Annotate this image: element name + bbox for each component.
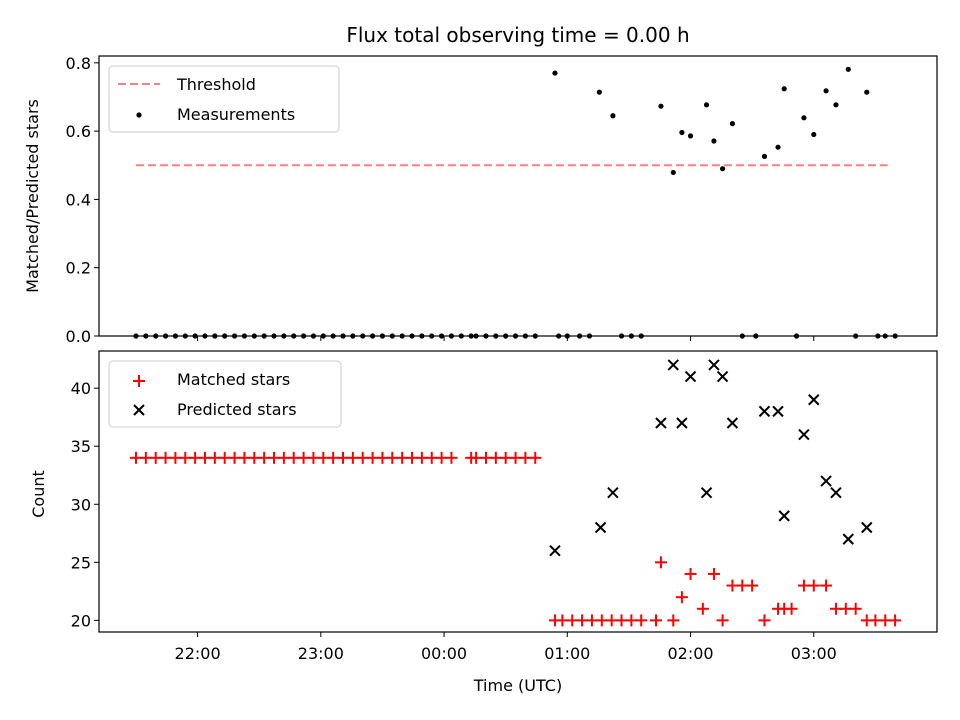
predicted-star-point	[594, 521, 607, 534]
bottom-axes-frame	[98, 350, 938, 633]
ytick-label: 0.2	[66, 259, 91, 278]
matched-star-point	[650, 614, 663, 627]
matched-star-point	[849, 602, 862, 615]
matched-star-point	[716, 614, 729, 627]
bottom-panel: 20 25 30 35 40 22:00 23:00 00:00 01:00 02:00 03:0…	[29, 350, 938, 695]
xtick-label: 22:00	[175, 644, 221, 663]
matched-star-point	[785, 602, 798, 615]
legend-predicted-label: Predicted stars	[177, 400, 297, 419]
predicted-star-point	[798, 428, 810, 441]
measurement-point	[811, 131, 817, 138]
measurement-point	[610, 113, 616, 119]
legend-measurements-swatch	[136, 112, 142, 118]
predicted-star-point	[830, 486, 842, 499]
predicted-star-point	[758, 405, 771, 418]
measurement-point	[833, 102, 839, 108]
predicted-star-point	[667, 359, 679, 371]
ytick-label: 0.4	[66, 190, 91, 209]
matched-star-point	[707, 567, 720, 580]
matched-star-point	[529, 451, 542, 464]
ytick-label: 0.6	[66, 122, 91, 141]
measurement-point	[719, 166, 726, 172]
chart-title: Flux total observing time = 0.00 h	[346, 23, 689, 47]
matched-star-point	[820, 579, 833, 592]
bottom-yticks: 20 25 30 35 40	[71, 379, 99, 630]
ytick-label: 35	[71, 437, 91, 456]
x-axis-label: Time (UTC)	[473, 676, 562, 695]
ytick-label: 0.8	[66, 54, 91, 73]
measurement-point	[658, 103, 664, 109]
bottom-legend: Matched stars Predicted stars	[108, 360, 342, 428]
ytick-label: 40	[71, 379, 91, 398]
measurement-point	[823, 88, 829, 94]
predicted-star-point	[607, 486, 619, 499]
matched-star-point	[807, 579, 820, 592]
top-legend: Threshold Measurements	[108, 65, 340, 133]
matched-star-point	[667, 614, 680, 627]
xtick-label: 00:00	[421, 644, 467, 663]
legend-measurements-label: Measurements	[177, 105, 295, 124]
legend-matched-swatch	[133, 375, 145, 387]
ytick-label: 25	[71, 553, 91, 572]
matched-star-point	[445, 451, 458, 464]
predicted-star-point	[808, 394, 820, 406]
xtick-label: 01:00	[544, 644, 590, 663]
matched-star-point	[758, 614, 771, 627]
measurement-point	[679, 129, 685, 136]
top-panel: 0.00.20.40.60.8 Matched/Predicted stars …	[23, 54, 938, 346]
measurement-point	[761, 153, 768, 159]
matched-star-point	[684, 567, 697, 580]
legend-predicted-swatch	[133, 404, 145, 416]
top-ylabel: Matched/Predicted stars	[23, 99, 42, 293]
measurement-point	[845, 66, 851, 72]
matched-star-point	[746, 579, 759, 592]
bottom-xticks: 22:00 23:00 00:00 01:00 02:00 03:00	[175, 632, 837, 663]
matched-star-point	[696, 602, 709, 615]
predicted-star-point	[861, 521, 873, 534]
ytick-label: 30	[71, 495, 91, 514]
measurement-point	[711, 138, 717, 144]
top-legend-box	[108, 65, 340, 133]
xtick-label: 03:00	[791, 644, 837, 663]
legend-matched-label: Matched stars	[177, 370, 290, 389]
measurement-point	[552, 70, 558, 76]
predicted-star-point	[684, 370, 697, 383]
matched-star-point	[654, 556, 667, 569]
measurement-point	[687, 133, 694, 139]
legend-threshold-label: Threshold	[176, 75, 256, 94]
measurement-point	[864, 89, 870, 95]
xtick-label: 02:00	[667, 644, 713, 663]
predicted-star-point	[726, 417, 739, 429]
measurement-point	[670, 169, 676, 176]
measurement-point	[596, 89, 602, 95]
top-axes-frame	[98, 55, 938, 337]
bottom-marks	[129, 359, 902, 627]
predicted-star-point	[655, 417, 667, 429]
matched-star-point	[635, 614, 648, 627]
top-xticks	[197, 336, 815, 341]
measurement-point	[781, 86, 787, 92]
matched-star-point	[889, 614, 902, 627]
top-yticks: 0.0 0.2 0.4 0.6 0.8	[66, 54, 99, 346]
measurement-point	[729, 121, 736, 127]
predicted-star-point	[700, 486, 713, 499]
bottom-ylabel: Count	[29, 470, 48, 518]
predicted-star-point	[708, 359, 720, 371]
predicted-star-point	[676, 417, 688, 429]
ytick-label: 0.0	[66, 327, 91, 346]
measurement-point	[801, 115, 807, 121]
xtick-label: 23:00	[298, 644, 344, 663]
matched-star-point	[675, 591, 688, 604]
measurement-point	[703, 102, 710, 108]
predicted-star-point	[549, 545, 561, 557]
ytick-label: 20	[71, 611, 91, 630]
measurement-point	[775, 144, 781, 150]
predicted-star-point	[842, 533, 854, 545]
bottom-legend-box	[108, 360, 342, 428]
predicted-star-point	[778, 510, 790, 522]
predicted-star-point	[820, 475, 832, 487]
predicted-star-point	[772, 405, 784, 418]
predicted-star-point	[716, 370, 729, 383]
